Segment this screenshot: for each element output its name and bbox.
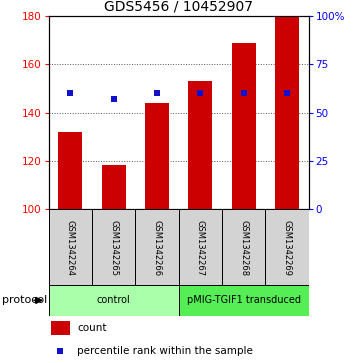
Bar — [179, 285, 309, 316]
Text: protocol: protocol — [2, 295, 47, 305]
Bar — [222, 209, 265, 287]
Text: pMIG-TGIF1 transduced: pMIG-TGIF1 transduced — [187, 295, 301, 305]
Bar — [232, 43, 256, 209]
Bar — [58, 132, 82, 209]
Point — [241, 90, 247, 96]
Point — [111, 96, 117, 102]
Bar — [179, 209, 222, 287]
Text: percentile rank within the sample: percentile rank within the sample — [77, 346, 253, 356]
Text: GSM1342265: GSM1342265 — [109, 220, 118, 276]
Text: GSM1342266: GSM1342266 — [153, 220, 161, 276]
Bar — [49, 285, 179, 316]
Point — [68, 90, 73, 96]
Bar — [145, 103, 169, 209]
Point — [197, 90, 203, 96]
Text: control: control — [97, 295, 131, 305]
Bar — [102, 166, 126, 209]
Bar — [49, 209, 92, 287]
Text: count: count — [77, 323, 107, 333]
Text: GSM1342264: GSM1342264 — [66, 220, 75, 276]
Bar — [92, 209, 135, 287]
Bar — [275, 16, 299, 209]
Point — [284, 90, 290, 96]
Point — [154, 90, 160, 96]
Text: GSM1342268: GSM1342268 — [239, 220, 248, 276]
Bar — [51, 322, 70, 335]
Bar — [135, 209, 179, 287]
Point — [57, 348, 63, 354]
Bar — [188, 81, 212, 209]
Bar — [265, 209, 309, 287]
Text: GSM1342269: GSM1342269 — [283, 220, 291, 276]
Text: GSM1342267: GSM1342267 — [196, 220, 205, 276]
Title: GDS5456 / 10452907: GDS5456 / 10452907 — [104, 0, 253, 14]
